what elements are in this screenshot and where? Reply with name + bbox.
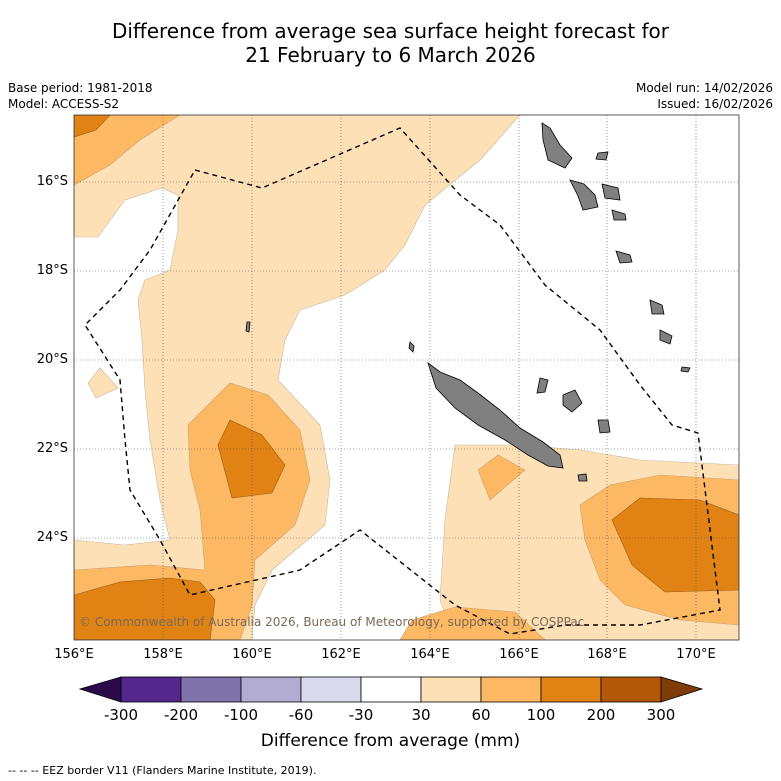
colorbar-swatch-7 <box>480 676 542 703</box>
colorbar-swatch-5 <box>360 676 422 703</box>
anomaly-30-60-island <box>87 367 119 399</box>
eez-border <box>84 127 721 635</box>
lon-label-166e: 166°E <box>499 647 539 662</box>
lon-label-156e: 156°E <box>54 647 94 662</box>
island-erromango <box>659 329 673 345</box>
island-malekula <box>569 179 599 211</box>
lat-label-16s: 16°S <box>36 174 68 189</box>
island-vanuatu-north <box>595 151 609 161</box>
map-area <box>74 115 739 640</box>
anomaly-100-200-east <box>611 497 739 593</box>
colorbar-tick-label: 30 <box>411 706 431 724</box>
land-masses <box>245 122 691 482</box>
anomaly-60-100-south <box>399 606 546 640</box>
colorbar-swatch-2 <box>180 676 242 703</box>
model-run: Model run: 14/02/2026 <box>635 81 773 95</box>
colorbar-tick-label: -200 <box>163 706 199 724</box>
anomaly-100-200-central <box>217 419 286 499</box>
copyright-notice: © Commonwealth of Australia 2026, Bureau… <box>79 615 585 629</box>
island-bay <box>536 377 549 394</box>
lon-label-160e: 160°E <box>232 647 272 662</box>
islet-1 <box>245 321 251 333</box>
issued-date: Issued: 16/02/2026 <box>657 97 773 111</box>
colorbar-tick-label: -300 <box>103 706 139 724</box>
colorbar-tick-label: 200 <box>586 706 616 724</box>
island-epi <box>611 209 627 221</box>
lon-label-162e: 162°E <box>321 647 361 662</box>
new-caledonia-landmass <box>427 361 564 469</box>
anomaly-60-100-patch <box>477 454 526 501</box>
island-tiga <box>597 419 611 434</box>
title-line-2: 21 February to 6 March 2026 <box>245 43 536 67</box>
colorbar-title: Difference from average (mm) <box>260 731 521 751</box>
lon-label-168e: 168°E <box>587 647 627 662</box>
lat-label-20s: 20°S <box>36 352 68 367</box>
colorbar-swatch-1 <box>120 676 182 703</box>
meta-right: Model run: 14/02/2026 Issued: 16/02/2026 <box>636 80 773 112</box>
island-ouvea <box>577 473 588 482</box>
colorbar-swatch-9 <box>600 676 662 703</box>
title-line-1: Difference from average sea surface heig… <box>111 19 670 43</box>
map-frame <box>73 114 740 641</box>
colorbar-end-low <box>78 676 122 703</box>
anomaly-60-100-northwest <box>74 115 181 186</box>
anomaly-30-60-west <box>74 115 521 640</box>
colorbar-swatch-6 <box>420 676 482 703</box>
colorbar-tick-label: -100 <box>223 706 259 724</box>
islet-2 <box>408 341 415 353</box>
lat-label-24s: 24°S <box>36 530 68 545</box>
lon-label-170e: 170°E <box>676 647 716 662</box>
island-aneityum <box>680 366 691 373</box>
lon-label-164e: 164°E <box>410 647 450 662</box>
colorbar <box>78 676 704 703</box>
lat-label-18s: 18°S <box>36 263 68 278</box>
meta-left: Base period: 1981-2018 Model: ACCESS-S2 <box>8 80 153 112</box>
lon-label-158e: 158°E <box>143 647 183 662</box>
colorbar-tick-label: 60 <box>471 706 491 724</box>
colorbar-swatch-8 <box>540 676 602 703</box>
model-name: Model: ACCESS-S2 <box>8 97 120 111</box>
island-efate <box>615 250 633 264</box>
base-period: Base period: 1981-2018 <box>8 81 153 95</box>
colorbar-tick-label: 300 <box>646 706 676 724</box>
lat-label-22s: 22°S <box>36 441 68 456</box>
island-mare <box>562 389 583 413</box>
colorbar-end-high <box>660 676 704 703</box>
anomaly-100-200-northwest <box>74 115 111 138</box>
gridlines <box>74 115 739 640</box>
eez-legend-footer: -- -- -- EEZ border V11 (Flanders Marine… <box>8 764 317 777</box>
anomaly-100-200-southwest <box>74 577 216 640</box>
colorbar-swatch-3 <box>240 676 302 703</box>
island-tanna <box>649 299 665 315</box>
island-espiritu-santo <box>541 122 573 169</box>
colorbar-tick-label: -60 <box>288 706 314 724</box>
colorbar-tick-label: 100 <box>526 706 556 724</box>
colorbar-swatch-4 <box>300 676 362 703</box>
map-title: Difference from average sea surface heig… <box>0 19 781 67</box>
island-ambrym <box>601 183 621 201</box>
colorbar-tick-label: -30 <box>348 706 374 724</box>
